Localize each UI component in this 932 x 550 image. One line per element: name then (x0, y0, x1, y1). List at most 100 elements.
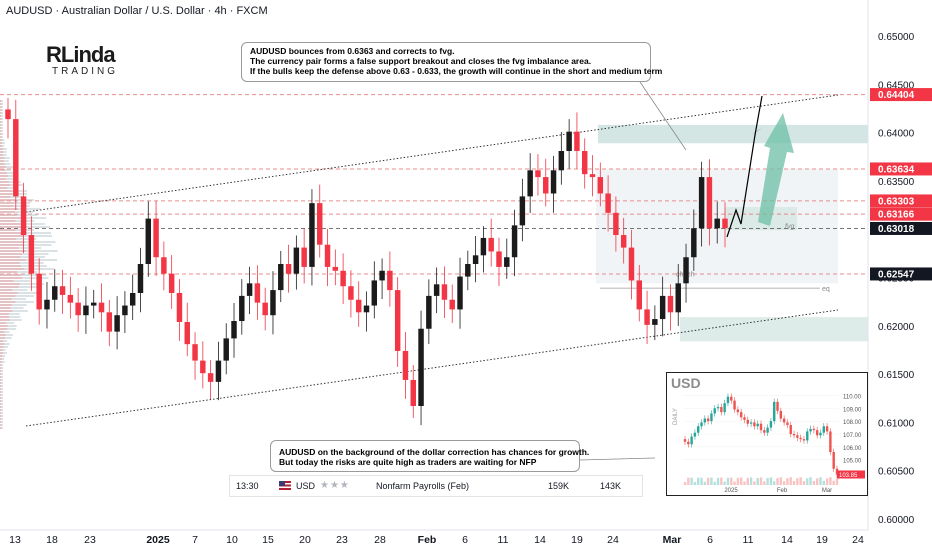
volume-profile-bar (0, 307, 24, 309)
x-tick-label: 23 (84, 534, 96, 546)
x-tick-label: 14 (781, 534, 793, 546)
volume-profile-bar (0, 241, 56, 243)
inset-volume-bar (759, 477, 763, 485)
inset-volume-bar (703, 481, 707, 485)
candle-body (309, 203, 315, 267)
candle-body (348, 286, 354, 300)
inset-candle-body (739, 412, 743, 418)
candle-body (161, 257, 167, 274)
volume-profile-bar (0, 220, 35, 222)
volume-profile-bar (0, 352, 7, 354)
candle-body (270, 290, 276, 316)
volume-profile-bar (0, 289, 13, 291)
candle-body (387, 270, 393, 291)
inset-candle-body (812, 428, 816, 431)
candle-body (59, 286, 66, 295)
event-previous: 143K (600, 481, 622, 491)
volume-profile-bar (0, 349, 3, 351)
candle-body (628, 247, 635, 281)
volume-profile-bar (0, 244, 52, 246)
candle-body (192, 344, 198, 361)
inset-candle-body (763, 430, 766, 433)
inset-volume-bar (713, 481, 716, 485)
volume-profile-bar (0, 337, 6, 339)
inset-candle-body (786, 422, 789, 425)
volume-profile-bar (0, 127, 3, 129)
inset-volume-bar (700, 477, 703, 485)
candle-body (106, 312, 113, 332)
inset-volume-bar (739, 477, 743, 485)
volume-profile-bar (0, 166, 7, 168)
volume-profile-bar (0, 355, 3, 357)
volume-profile-bar (0, 370, 4, 372)
inset-x-tick: Feb (777, 488, 788, 494)
event-currency: USD (296, 481, 316, 491)
candle-body (566, 131, 572, 151)
volume-profile-bar (0, 331, 10, 333)
inset-volume-bar (697, 477, 700, 485)
volume-profile-bar (0, 181, 10, 183)
volume-profile-bar (0, 169, 11, 171)
volume-profile-bar (0, 307, 11, 309)
volume-profile-bar (0, 361, 5, 363)
candle-body (636, 280, 642, 310)
volume-profile-bar (0, 295, 35, 297)
x-tick-label: 18 (46, 534, 58, 546)
volume-profile-bar (0, 334, 14, 336)
candle-body (504, 257, 510, 267)
inset-y-tick: 105.00 (843, 459, 862, 465)
candle-body (706, 177, 713, 229)
inset-volume-bar (825, 478, 829, 485)
inset-volume-bar (766, 478, 769, 485)
volume-profile-bar (0, 403, 2, 405)
inset-y-tick: 107.00 (843, 433, 862, 439)
candle-body (410, 379, 416, 407)
inset-candle-body (759, 423, 763, 431)
y-tick-label: 0.60500 (878, 467, 915, 478)
inset-candle-body (799, 437, 802, 440)
price-label-tag (870, 267, 932, 281)
volume-profile-bar (0, 232, 23, 234)
volume-profile-bar (0, 154, 4, 156)
brand-logo: RLinda TRADING (46, 42, 126, 82)
volume-profile-bar (0, 103, 2, 105)
x-tick-label: 19 (571, 534, 583, 546)
importance-stars: ★★★ (320, 480, 350, 491)
volume-profile-bar (0, 319, 22, 321)
y-tick-label: 0.64500 (878, 80, 915, 91)
economic-calendar-row[interactable]: 13:30 USD ★★★ Nonfarm Payrolls (Feb) 159… (229, 475, 643, 497)
volume-profile-bar (0, 343, 10, 345)
volume-profile-bar (0, 223, 21, 225)
inset-candle-body (776, 401, 779, 411)
inset-candle-body (809, 428, 812, 432)
volume-profile-bar (0, 292, 18, 294)
volume-profile-bar (0, 112, 3, 114)
volume-profile-bar (0, 193, 13, 195)
analysis-callout-bottom: AUDUSD on the background of the dollar c… (270, 440, 589, 472)
volume-profile-bar (0, 115, 2, 117)
volume-profile-bar (0, 100, 2, 102)
volume-profile-bar (0, 427, 3, 429)
volume-profile-bar (0, 340, 4, 342)
inset-volume-bar (786, 478, 789, 485)
inset-x-tick: Mar (822, 488, 832, 494)
volume-profile-bar (0, 406, 3, 408)
volume-profile-bar (0, 427, 2, 429)
volume-profile-bar (0, 304, 27, 306)
candle-body (433, 284, 440, 296)
candle-body (691, 228, 697, 258)
volume-profile-bar (0, 310, 13, 312)
candle-body (129, 292, 136, 306)
candle-body (472, 255, 479, 265)
volume-profile-bar (0, 169, 5, 171)
volume-profile-bar (0, 136, 2, 138)
volume-profile-bar (0, 262, 20, 264)
callout-top-line: If the bulls keep the defense above 0.63… (250, 66, 663, 76)
volume-profile-bar (0, 208, 19, 210)
volume-profile-bar (0, 238, 17, 240)
volume-profile-bar (0, 415, 3, 417)
price-label-text: 0.62547 (878, 269, 915, 280)
volume-profile-bar (0, 184, 23, 186)
volume-profile-bar (0, 214, 17, 216)
